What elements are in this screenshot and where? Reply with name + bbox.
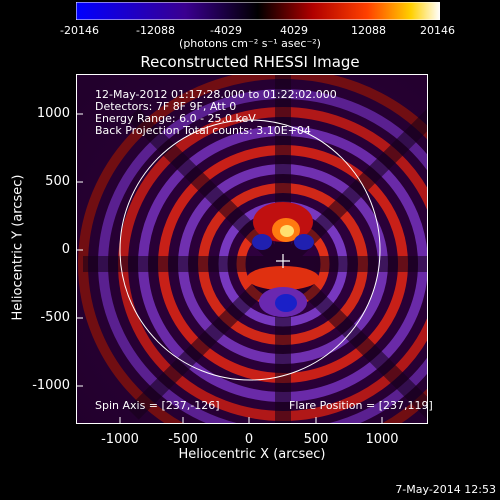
y-tick-label: 1000 xyxy=(36,106,70,121)
colorbar-tick: 12088 xyxy=(351,24,386,37)
colorbar-units: (photons cm⁻² s⁻¹ asec⁻²) xyxy=(179,37,321,50)
y-tick-label: 500 xyxy=(45,174,70,189)
y-axis-label: Heliocentric Y (arcsec) xyxy=(10,174,26,321)
colorbar xyxy=(76,2,440,20)
plot-title: Reconstructed RHESSI Image xyxy=(140,53,360,71)
info-line: Detectors: 7F 8F 9F, Att 0 xyxy=(95,100,237,113)
x-tick-label: -500 xyxy=(168,432,198,447)
rhessi-image xyxy=(76,74,428,424)
x-tick-label: 0 xyxy=(244,432,254,447)
x-tick-label: 500 xyxy=(303,432,329,447)
flare-position-label: Flare Position = [237,119] xyxy=(289,399,433,412)
info-line: Back Projection Total counts: 3.10E+04 xyxy=(95,124,311,137)
info-line: 12-May-2012 01:17:28.000 to 01:22:02.000 xyxy=(95,88,337,101)
colorbar-tick: -4029 xyxy=(210,24,242,37)
footer-date: 7-May-2014 12:53 xyxy=(395,483,496,496)
colorbar-tick: -20146 xyxy=(60,24,99,37)
spin-axis-label: Spin Axis = [237,-126] xyxy=(95,399,220,412)
info-line: Energy Range: 6.0 - 25.0 keV xyxy=(95,112,256,125)
x-tick-label: -1000 xyxy=(101,432,139,447)
colorbar-tick: 4029 xyxy=(280,24,308,37)
x-axis-label: Heliocentric X (arcsec) xyxy=(178,447,326,462)
colorbar-tick: 20146 xyxy=(420,24,455,37)
y-tick-label: -500 xyxy=(40,310,70,325)
colorbar-tick: -12088 xyxy=(136,24,175,37)
y-tick-label: -1000 xyxy=(32,378,70,393)
y-tick-label: 0 xyxy=(61,242,70,257)
x-tick-label: 1000 xyxy=(365,432,399,447)
